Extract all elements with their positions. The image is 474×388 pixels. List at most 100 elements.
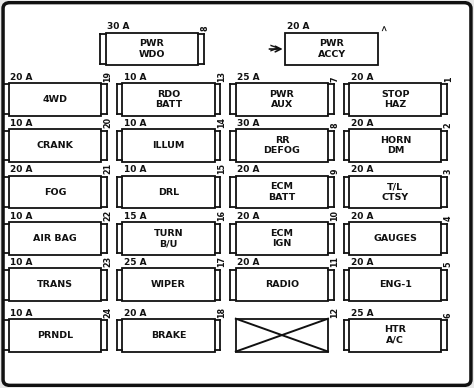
Text: STOP
HAZ: STOP HAZ bbox=[381, 90, 410, 109]
Text: 4WD: 4WD bbox=[43, 95, 67, 104]
Text: 25 A: 25 A bbox=[124, 258, 146, 267]
Text: 20 A: 20 A bbox=[237, 212, 260, 221]
Text: 20 A: 20 A bbox=[287, 23, 310, 31]
Text: 18: 18 bbox=[217, 307, 226, 317]
Text: 7: 7 bbox=[330, 76, 339, 82]
Bar bbox=[9, 268, 101, 301]
Bar bbox=[9, 319, 101, 352]
Text: 20 A: 20 A bbox=[237, 165, 260, 175]
Text: PRNDL: PRNDL bbox=[37, 331, 73, 340]
Text: BRAKE: BRAKE bbox=[151, 331, 186, 340]
Text: GAUGES: GAUGES bbox=[374, 234, 417, 243]
Text: 6: 6 bbox=[444, 312, 453, 317]
Text: RR
DEFOG: RR DEFOG bbox=[264, 136, 301, 155]
Bar bbox=[236, 129, 328, 162]
Text: WIPER: WIPER bbox=[151, 281, 186, 289]
Text: 10 A: 10 A bbox=[10, 258, 33, 267]
Text: PWR
WDO: PWR WDO bbox=[139, 39, 165, 59]
Text: 30 A: 30 A bbox=[107, 23, 130, 31]
Text: 10 A: 10 A bbox=[10, 308, 33, 317]
Text: 20 A: 20 A bbox=[124, 308, 146, 317]
Bar bbox=[236, 176, 328, 208]
Text: FOG: FOG bbox=[44, 187, 66, 197]
Text: 1: 1 bbox=[444, 76, 453, 82]
Text: 10 A: 10 A bbox=[10, 119, 33, 128]
Text: 19: 19 bbox=[103, 71, 112, 82]
Text: 2: 2 bbox=[444, 123, 453, 128]
Bar bbox=[349, 83, 441, 116]
Text: 10 A: 10 A bbox=[124, 165, 146, 175]
Bar bbox=[122, 319, 215, 352]
Text: 20 A: 20 A bbox=[351, 165, 373, 175]
Text: 20 A: 20 A bbox=[237, 258, 260, 267]
Text: ILLUM: ILLUM bbox=[152, 141, 185, 150]
Bar bbox=[236, 222, 328, 255]
Text: 21: 21 bbox=[103, 163, 112, 175]
Text: 20 A: 20 A bbox=[10, 165, 33, 175]
Text: 20 A: 20 A bbox=[351, 212, 373, 221]
Text: 20: 20 bbox=[103, 117, 112, 128]
Text: PWR
ACCY: PWR ACCY bbox=[318, 39, 346, 59]
Text: 20 A: 20 A bbox=[351, 119, 373, 128]
Bar bbox=[122, 129, 215, 162]
Bar bbox=[349, 129, 441, 162]
Text: 25 A: 25 A bbox=[237, 73, 260, 82]
Text: 25 A: 25 A bbox=[351, 308, 374, 317]
Text: HTR
A/C: HTR A/C bbox=[384, 326, 406, 345]
Text: 10: 10 bbox=[330, 210, 339, 221]
Text: 3: 3 bbox=[444, 169, 453, 175]
Text: HORN
DM: HORN DM bbox=[380, 136, 411, 155]
Text: 11: 11 bbox=[330, 256, 339, 267]
Bar bbox=[236, 268, 328, 301]
Text: RADIO: RADIO bbox=[265, 281, 299, 289]
Text: PWR
AUX: PWR AUX bbox=[270, 90, 294, 109]
Bar bbox=[9, 83, 101, 116]
Bar bbox=[106, 33, 198, 66]
Bar bbox=[236, 83, 328, 116]
Text: RDO
BATT: RDO BATT bbox=[155, 90, 182, 109]
Bar bbox=[285, 33, 378, 66]
Text: ECM
IGN: ECM IGN bbox=[270, 229, 293, 248]
Bar bbox=[122, 176, 215, 208]
Text: >: > bbox=[380, 25, 389, 31]
Text: 22: 22 bbox=[103, 210, 112, 221]
Bar bbox=[9, 176, 101, 208]
FancyBboxPatch shape bbox=[3, 3, 471, 385]
Text: 16: 16 bbox=[217, 210, 226, 221]
Text: 30 A: 30 A bbox=[237, 119, 260, 128]
Text: TURN
B/U: TURN B/U bbox=[154, 229, 183, 248]
Text: 10 A: 10 A bbox=[10, 212, 33, 221]
Text: 9: 9 bbox=[330, 169, 339, 175]
Text: DRL: DRL bbox=[158, 187, 179, 197]
Bar bbox=[122, 83, 215, 116]
Text: 14: 14 bbox=[217, 117, 226, 128]
Text: 20 A: 20 A bbox=[351, 73, 373, 82]
Bar bbox=[122, 222, 215, 255]
Text: 20 A: 20 A bbox=[10, 73, 33, 82]
Text: 8: 8 bbox=[201, 26, 210, 31]
Bar bbox=[9, 222, 101, 255]
Text: ECM
BATT: ECM BATT bbox=[268, 182, 295, 202]
Bar bbox=[236, 319, 328, 352]
Text: 4: 4 bbox=[444, 215, 453, 221]
Text: CRANK: CRANK bbox=[36, 141, 73, 150]
Text: >: > bbox=[268, 43, 279, 55]
Text: 17: 17 bbox=[217, 256, 226, 267]
Text: 5: 5 bbox=[444, 262, 453, 267]
Text: 8: 8 bbox=[330, 123, 339, 128]
Bar bbox=[349, 176, 441, 208]
Text: 12: 12 bbox=[330, 307, 339, 317]
Bar bbox=[349, 222, 441, 255]
Text: 10 A: 10 A bbox=[124, 119, 146, 128]
Text: AIR BAG: AIR BAG bbox=[33, 234, 77, 243]
Bar bbox=[9, 129, 101, 162]
Bar bbox=[349, 319, 441, 352]
Text: 13: 13 bbox=[217, 71, 226, 82]
Text: T/L
CTSY: T/L CTSY bbox=[382, 182, 409, 202]
Text: 20 A: 20 A bbox=[351, 258, 373, 267]
Text: 10 A: 10 A bbox=[124, 73, 146, 82]
Text: 15: 15 bbox=[217, 163, 226, 175]
Text: TRANS: TRANS bbox=[37, 281, 73, 289]
Text: 23: 23 bbox=[103, 256, 112, 267]
Bar bbox=[122, 268, 215, 301]
